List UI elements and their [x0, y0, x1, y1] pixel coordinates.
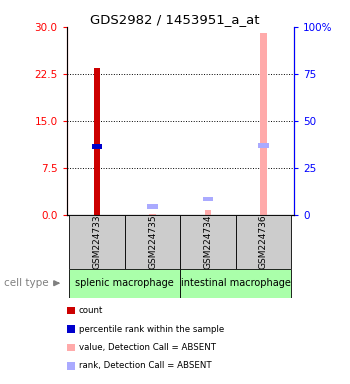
- Bar: [236, 215, 291, 269]
- Bar: [258, 143, 269, 148]
- Text: intestinal macrophage: intestinal macrophage: [181, 278, 291, 288]
- Text: GSM224736: GSM224736: [259, 215, 268, 269]
- Text: value, Detection Call = ABSENT: value, Detection Call = ABSENT: [79, 343, 216, 352]
- Text: GSM224735: GSM224735: [148, 215, 157, 269]
- Text: count: count: [79, 306, 103, 315]
- Text: GSM224734: GSM224734: [203, 215, 212, 269]
- Text: percentile rank within the sample: percentile rank within the sample: [79, 324, 224, 334]
- Bar: [94, 68, 100, 215]
- Bar: [69, 269, 180, 298]
- Bar: [92, 144, 102, 149]
- Bar: [69, 215, 125, 269]
- Bar: [149, 214, 156, 215]
- Text: cell type: cell type: [4, 278, 48, 288]
- Bar: [180, 269, 291, 298]
- Bar: [125, 215, 180, 269]
- Bar: [203, 197, 213, 201]
- Text: GDS2982 / 1453951_a_at: GDS2982 / 1453951_a_at: [90, 13, 260, 26]
- Bar: [147, 204, 158, 209]
- Text: rank, Detection Call = ABSENT: rank, Detection Call = ABSENT: [79, 361, 211, 371]
- Text: splenic macrophage: splenic macrophage: [75, 278, 174, 288]
- Bar: [205, 210, 211, 215]
- Bar: [180, 215, 236, 269]
- Bar: [260, 33, 267, 215]
- Text: GSM224733: GSM224733: [92, 215, 102, 269]
